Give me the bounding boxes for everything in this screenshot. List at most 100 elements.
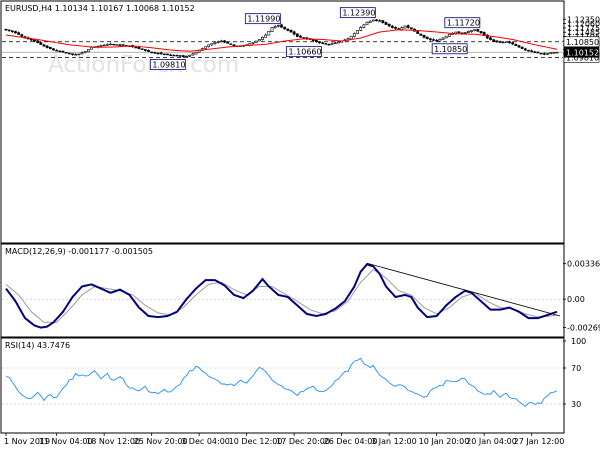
time-axis-label: 10 Jan 20:00 [419,437,470,446]
macd-axis: 0.003362 0.00 -0.002691 [563,260,600,333]
price-annotation: 1.11990 [244,13,281,25]
time-axis-label: 1 Nov 2019 [4,437,50,446]
price-level-tag: 1.10152 [563,46,600,58]
candle [115,44,119,46]
candle [406,24,410,29]
candle-body [356,30,359,34]
candle-body [254,40,258,43]
candle [112,43,116,46]
candle [169,53,173,57]
candle-body [324,43,328,45]
price-axis-label: 1.11485 [567,28,600,37]
candle-body [99,45,103,47]
candle [292,30,296,36]
price-tag-box [563,36,600,48]
candle [150,51,154,54]
macd-axis-label: -0.002691 [567,324,600,333]
candle [80,51,84,55]
candle-body [318,41,321,44]
candle-body [204,46,207,49]
candle [102,44,106,47]
moving-average-line [5,29,558,52]
candle-body [64,52,68,54]
candle-body [485,34,489,39]
candle-body [419,33,423,36]
candle [476,29,480,32]
candle [466,30,470,34]
candle-body [409,27,413,30]
annotation-label: 1.10850 [434,45,467,54]
candle [359,26,363,32]
candle-body [466,30,470,33]
macd-plot [2,262,563,329]
candle-body [400,27,404,30]
candle [143,49,147,52]
candle-body [74,54,78,56]
candle [419,33,423,36]
candle-body [289,30,293,33]
candle [368,20,372,23]
candle-body [257,39,261,42]
candle-body [83,51,87,53]
candle-body [365,21,369,25]
candle-body [134,46,138,49]
candle [314,39,318,43]
candle-body [267,30,271,36]
candle [67,52,71,55]
candle-body [147,50,150,52]
rsi-line [5,357,558,408]
candle [45,45,49,49]
annotation-box [244,13,281,25]
time-axis-label: 11 Nov 04:00 [39,437,93,446]
candle-body [476,29,480,32]
candle [153,51,157,54]
candle [438,38,442,42]
candle [511,41,515,46]
candle-body [473,29,477,31]
candle [204,46,207,49]
candle [14,30,17,34]
candle [219,39,223,43]
candle-body [394,27,397,29]
price-tag-label: 1.10850 [566,38,599,47]
candle-body [463,32,467,34]
candle [71,53,74,56]
candle [409,27,413,30]
candle [223,39,226,44]
candle-body [150,51,154,54]
candle-body [470,30,473,32]
candle [188,54,192,58]
candle-body [207,44,211,47]
candle-body [102,44,106,47]
candle [4,28,8,32]
time-axis-label: 17 Dec 20:00 [276,437,330,446]
candle [555,51,559,54]
candle [213,42,217,45]
candle-body [36,40,40,44]
candle [473,29,477,32]
candle-body [156,52,160,55]
price-tag-box [563,46,600,58]
time-axis-label: 20 Jan 04:00 [466,437,517,446]
candle-body [508,41,511,44]
price-panel-frame [0,0,565,244]
time-axis-label: 26 Dec 04:00 [324,437,378,446]
candle-body [435,39,439,42]
time-axis-label: 27 Jan 12:00 [514,437,565,446]
candle [181,54,185,58]
candle-body [387,23,391,27]
candle [264,33,268,38]
candle [432,38,435,42]
candle-body [86,49,90,52]
candle [514,43,518,47]
candle-body [295,33,299,37]
candle-body [555,51,559,54]
candle [17,31,21,35]
candle [147,49,150,53]
candle [498,40,502,44]
candle-body [223,40,226,43]
candle [295,33,299,38]
candle [321,41,325,45]
candle [371,19,375,22]
rsi-axis: 100 70 30 [563,337,586,409]
